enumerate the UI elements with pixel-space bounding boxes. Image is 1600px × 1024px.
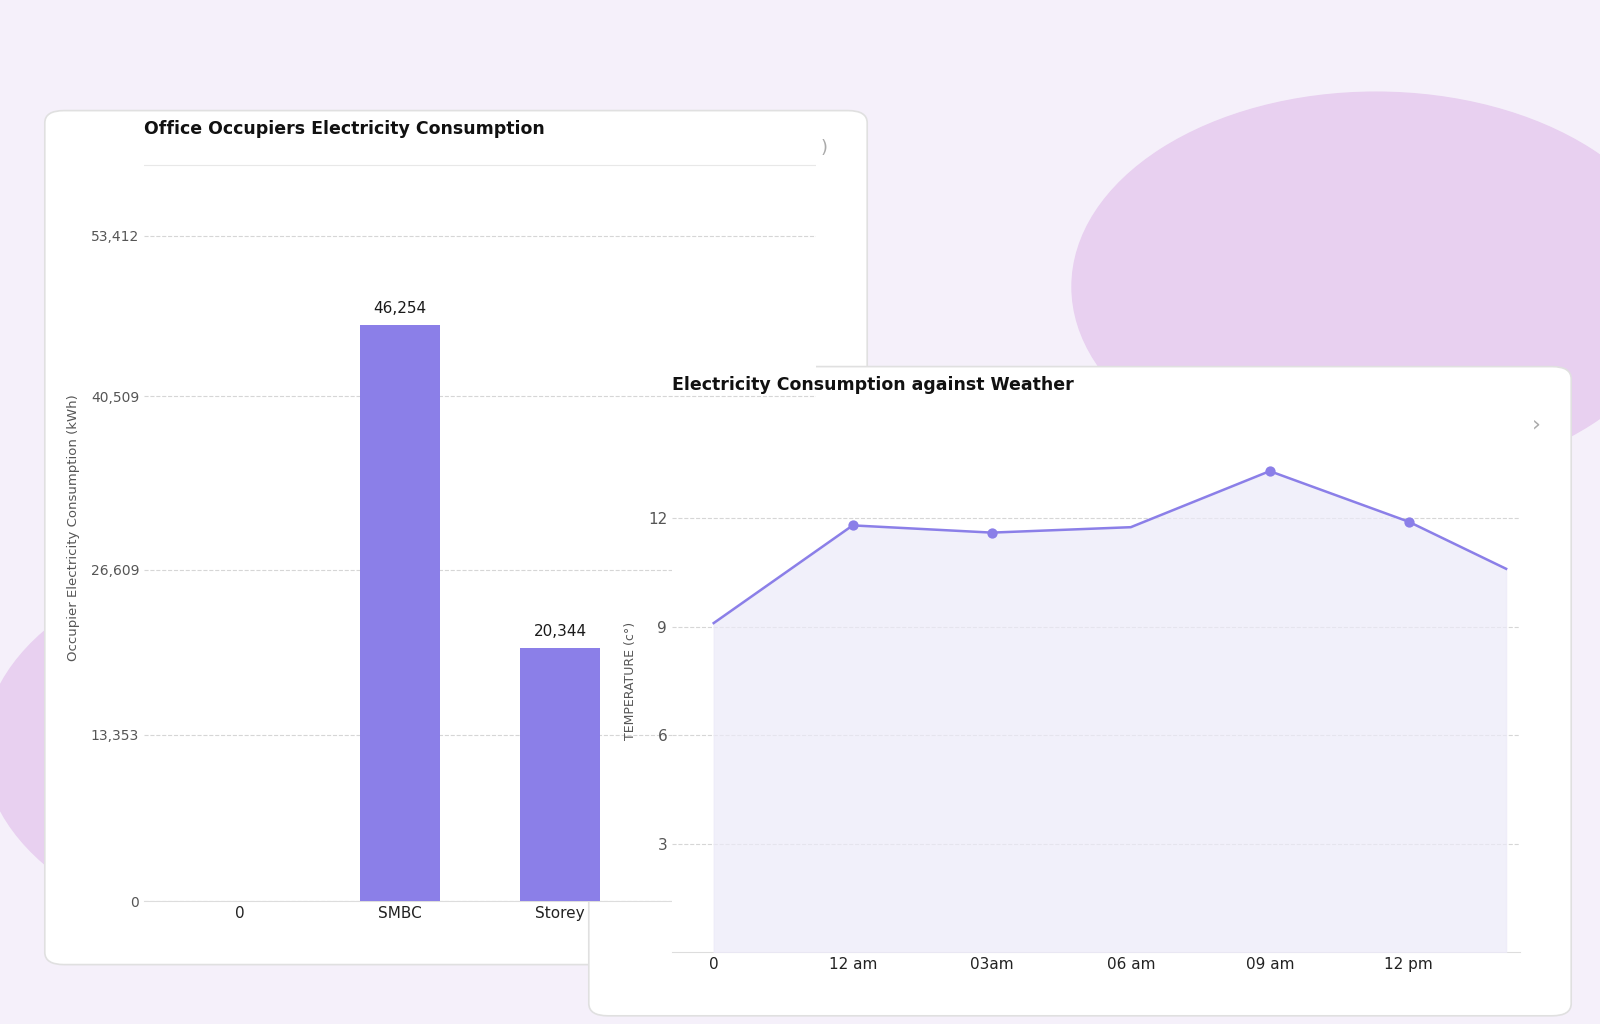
Text: ›: › <box>1531 415 1541 435</box>
Bar <box>360 325 440 901</box>
Point <box>1395 514 1421 530</box>
Point <box>1258 463 1283 479</box>
Y-axis label: TEMPERATURE (c°): TEMPERATURE (c°) <box>624 622 637 740</box>
Bar <box>680 688 760 901</box>
Y-axis label: Occupier Electricity Consumption (kWh): Occupier Electricity Consumption (kWh) <box>67 394 80 660</box>
Point <box>840 517 866 534</box>
Text: 17,092: 17,092 <box>693 665 747 680</box>
Point <box>979 524 1005 541</box>
Text: Office Occupiers Electricity Consumption: Office Occupiers Electricity Consumption <box>144 120 544 138</box>
Text: 46,254: 46,254 <box>373 301 427 316</box>
Text: Electricity Consumption against Weather: Electricity Consumption against Weather <box>672 376 1074 394</box>
Text: 20,344: 20,344 <box>533 624 587 639</box>
Text: ): ) <box>821 139 827 158</box>
Bar <box>520 647 600 901</box>
